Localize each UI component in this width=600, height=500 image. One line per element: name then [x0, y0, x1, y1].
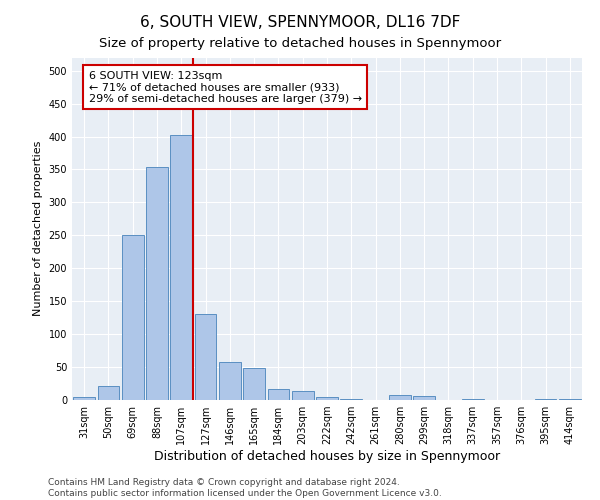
Bar [316, 396, 338, 400]
Text: Contains HM Land Registry data © Crown copyright and database right 2024.
Contai: Contains HM Land Registry data © Crown c… [48, 478, 442, 498]
X-axis label: Distribution of detached houses by size in Spennymoor: Distribution of detached houses by size … [154, 450, 500, 463]
Bar [194, 314, 217, 400]
Bar [268, 389, 289, 400]
Bar [559, 398, 581, 400]
Bar [413, 396, 435, 400]
Bar [535, 398, 556, 400]
Bar [122, 236, 143, 400]
Bar [97, 386, 119, 400]
Bar [170, 134, 192, 400]
Bar [243, 368, 265, 400]
Bar [219, 362, 241, 400]
Bar [462, 398, 484, 400]
Bar [389, 396, 411, 400]
Bar [292, 392, 314, 400]
Bar [146, 168, 168, 400]
Y-axis label: Number of detached properties: Number of detached properties [33, 141, 43, 316]
Text: 6 SOUTH VIEW: 123sqm
← 71% of detached houses are smaller (933)
29% of semi-deta: 6 SOUTH VIEW: 123sqm ← 71% of detached h… [89, 70, 362, 104]
Text: Size of property relative to detached houses in Spennymoor: Size of property relative to detached ho… [99, 38, 501, 51]
Bar [73, 396, 95, 400]
Text: 6, SOUTH VIEW, SPENNYMOOR, DL16 7DF: 6, SOUTH VIEW, SPENNYMOOR, DL16 7DF [140, 15, 460, 30]
